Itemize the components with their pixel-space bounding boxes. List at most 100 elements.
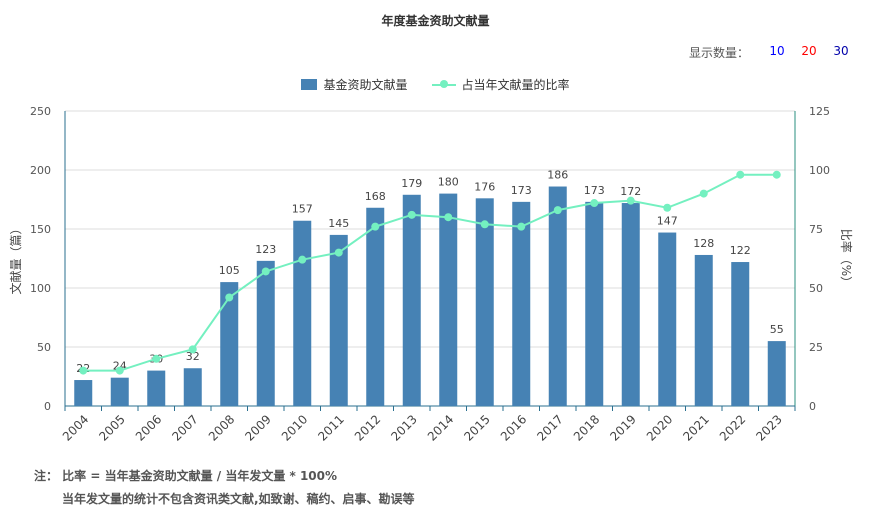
ratio-point xyxy=(553,206,562,215)
bar-value-label: 128 xyxy=(693,237,714,250)
x-tick-label: 2007 xyxy=(169,412,200,443)
ratio-point xyxy=(517,222,526,231)
y-tick-label: 100 xyxy=(30,282,51,295)
bar xyxy=(621,203,640,406)
y-tick-label: 200 xyxy=(30,164,51,177)
ratio-point xyxy=(188,345,197,354)
bar xyxy=(74,380,93,406)
bar-value-label: 173 xyxy=(584,184,605,197)
display-count-label: 显示数量： xyxy=(688,46,749,60)
footnote-ratio-formula: 注： 比率 = 当年基金资助文献量 / 当年发文量 * 100% xyxy=(34,469,338,483)
bar-value-label: 173 xyxy=(511,184,532,197)
chart-title: 年度基金资助文献量 xyxy=(381,14,490,28)
ratio-point xyxy=(626,196,635,205)
bar-value-label: 179 xyxy=(401,177,422,190)
ratio-point xyxy=(663,203,672,212)
bar xyxy=(731,262,750,406)
x-tick-label: 2022 xyxy=(717,412,748,443)
bar-value-label: 55 xyxy=(770,323,784,336)
ratio-point xyxy=(480,220,489,229)
ratio-point xyxy=(225,293,234,302)
x-tick-label: 2017 xyxy=(534,412,565,443)
bar-value-label: 168 xyxy=(365,190,386,203)
bar-value-label: 145 xyxy=(328,217,349,230)
x-tick-label: 2018 xyxy=(571,412,602,443)
bar xyxy=(475,198,494,406)
x-tick-label: 2013 xyxy=(388,412,419,443)
footnote-exclusion: 当年发文量的统计不包含资讯类文献,如致谢、稿约、启事、勘误等 xyxy=(62,492,415,506)
bar xyxy=(220,282,239,406)
x-tick-label: 2016 xyxy=(498,412,529,443)
y-tick-label: 150 xyxy=(30,223,51,236)
x-tick-label: 2021 xyxy=(680,412,711,443)
bar xyxy=(147,370,166,406)
ratio-point xyxy=(699,189,708,198)
display-count-option-30[interactable]: 30 xyxy=(833,44,849,58)
x-tick-label: 2012 xyxy=(352,412,383,443)
y2-tick-label: 125 xyxy=(809,105,830,118)
x-tick-label: 2010 xyxy=(279,412,310,443)
ratio-point xyxy=(772,170,781,179)
y2-tick-label: 75 xyxy=(809,223,823,236)
y2-tick-label: 25 xyxy=(809,341,823,354)
bar-value-label: 180 xyxy=(438,176,459,189)
bar xyxy=(329,234,348,406)
bar-value-label: 186 xyxy=(547,169,568,182)
x-tick-label: 2015 xyxy=(461,412,492,443)
bar xyxy=(402,194,421,406)
x-tick-label: 2019 xyxy=(607,412,638,443)
bar xyxy=(183,368,202,406)
bar-value-label: 123 xyxy=(255,243,276,256)
legend-line-label: 占当年文献量的比率 xyxy=(461,78,570,92)
display-count-option-10[interactable]: 10 xyxy=(769,44,785,58)
bar xyxy=(439,193,458,406)
bar xyxy=(512,201,531,406)
x-tick-label: 2011 xyxy=(315,412,346,443)
x-tick-label: 2004 xyxy=(60,412,91,443)
y2-tick-label: 100 xyxy=(809,164,830,177)
legend-bar-label: 基金资助文献量 xyxy=(323,78,408,92)
y2-tick-label: 50 xyxy=(809,282,823,295)
display-count-selector: 显示数量： 10 20 30 xyxy=(689,44,857,61)
bar-value-label: 176 xyxy=(474,180,495,193)
ratio-point xyxy=(79,366,88,375)
bar xyxy=(548,186,567,406)
ratio-point xyxy=(298,255,307,264)
bar xyxy=(767,341,786,406)
bar-value-label: 157 xyxy=(292,203,313,216)
x-tick-label: 2009 xyxy=(242,412,273,443)
legend-bar-swatch xyxy=(301,79,318,90)
chart-legend: 基金资助文献量 占当年文献量的比率 xyxy=(0,76,871,93)
display-count-option-20[interactable]: 20 xyxy=(801,44,817,58)
bar xyxy=(293,220,312,406)
bar xyxy=(694,254,713,406)
x-tick-label: 2005 xyxy=(96,412,127,443)
bar-value-label: 147 xyxy=(657,215,678,228)
ratio-point xyxy=(590,199,599,208)
x-tick-label: 2020 xyxy=(644,412,675,443)
y-axis-title: 文献量（篇） xyxy=(8,222,23,294)
ratio-point xyxy=(444,213,453,222)
x-tick-label: 2014 xyxy=(425,412,456,443)
ratio-point xyxy=(736,170,745,179)
ratio-point xyxy=(152,354,161,363)
y-tick-label: 250 xyxy=(30,105,51,118)
legend-item-line[interactable]: 占当年文献量的比率 xyxy=(431,76,570,93)
bar xyxy=(110,377,129,406)
bar-value-label: 105 xyxy=(219,264,240,277)
ratio-point xyxy=(115,366,124,375)
legend-item-bar[interactable]: 基金资助文献量 xyxy=(301,76,408,93)
ratio-line xyxy=(83,173,777,372)
y2-tick-label: 0 xyxy=(809,400,816,413)
bar xyxy=(658,232,677,406)
ratio-point xyxy=(261,267,270,276)
x-tick-label: 2023 xyxy=(753,412,784,443)
bar-value-label: 122 xyxy=(730,244,751,257)
bar xyxy=(585,201,604,406)
ratio-point xyxy=(407,210,416,219)
ratio-point xyxy=(334,248,343,257)
bar xyxy=(366,207,385,406)
legend-line-swatch xyxy=(431,79,456,90)
x-tick-label: 2006 xyxy=(133,412,164,443)
